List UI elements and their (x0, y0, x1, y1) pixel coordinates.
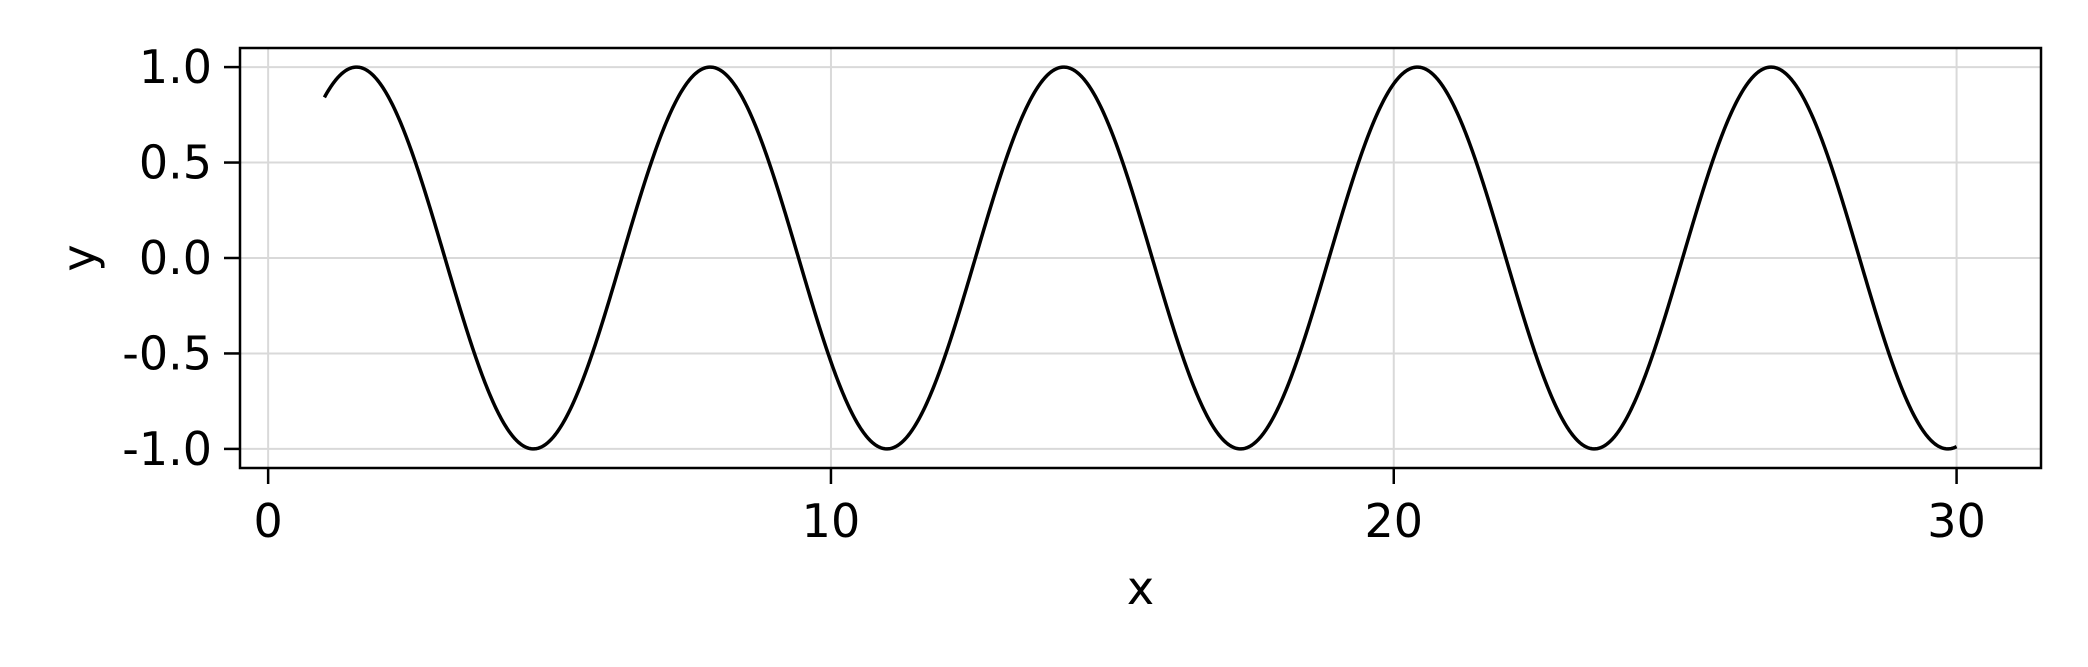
y-axis-label: y (52, 244, 106, 271)
x-tick-label: 10 (802, 494, 861, 548)
x-axis-label: x (1127, 561, 1154, 615)
y-tick-label: 1.0 (139, 40, 212, 94)
x-tick-label: 30 (1927, 494, 1986, 548)
grid (240, 48, 2041, 468)
y-tick-label: 0.5 (139, 136, 212, 190)
x-axis: 0 10 20 30 (254, 468, 1986, 548)
series-line (322, 65, 1958, 451)
y-tick-label: -0.5 (122, 326, 212, 380)
y-tick-label: -1.0 (122, 422, 212, 476)
x-tick-label: 0 (254, 494, 283, 548)
y-tick-label: 0.0 (139, 231, 212, 285)
plot-data (322, 65, 1958, 451)
y-axis: 1.0 0.5 0.0 -0.5 -1.0 (122, 40, 240, 476)
x-tick-label: 20 (1364, 494, 1423, 548)
